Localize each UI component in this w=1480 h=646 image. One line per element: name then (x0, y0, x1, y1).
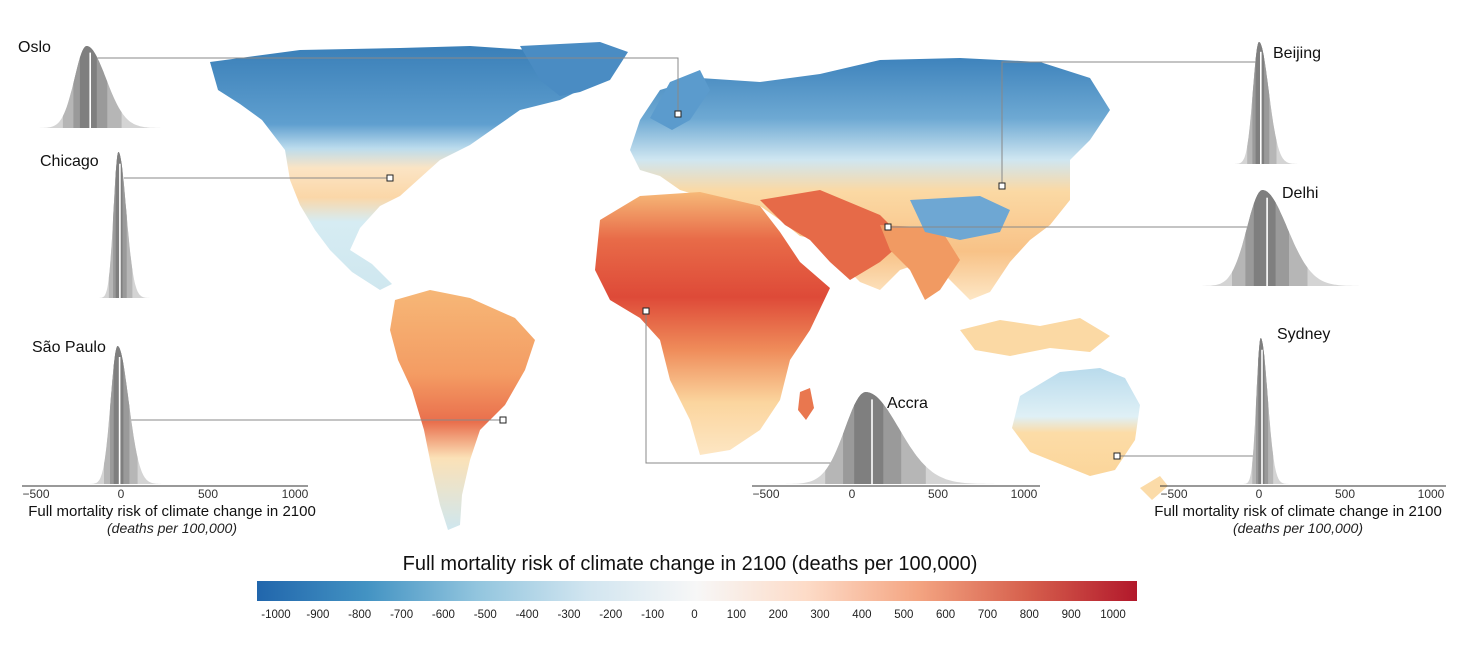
southeast-asia (960, 318, 1110, 356)
color-legend: Full mortality risk of climate change in… (257, 553, 1137, 621)
label-sydney: Sydney (1277, 326, 1330, 343)
axis-right-tick: 500 (1335, 487, 1355, 501)
legend-tick: 0 (691, 609, 697, 621)
world-map (210, 42, 1168, 530)
distribution-band (1253, 190, 1276, 286)
distribution-sao-paulo (83, 346, 173, 484)
legend-tick: -800 (348, 609, 371, 621)
legend-tick: -700 (390, 609, 413, 621)
south-america (390, 290, 535, 530)
axis-right-tick: 0 (1256, 487, 1263, 501)
axis-middle-tick: 500 (928, 487, 948, 501)
australia (1012, 368, 1140, 476)
axis-right-unit: (deaths per 100,000) (1233, 520, 1363, 536)
africa (595, 192, 830, 455)
distribution-beijing (1228, 42, 1307, 164)
axis-left-tick: 0 (118, 487, 125, 501)
legend-tick: 900 (1062, 609, 1081, 621)
axis-left-tick: −500 (22, 487, 49, 501)
axis-right-title: Full mortality risk of climate change in… (1154, 503, 1442, 520)
marker-beijing (998, 182, 1006, 190)
legend-tick: 200 (769, 609, 788, 621)
leaders (96, 57, 1256, 464)
north-america (210, 46, 620, 290)
distribution-band (113, 346, 124, 484)
legend-tick: 1000 (1100, 609, 1126, 621)
leader-beijing (1001, 61, 1256, 186)
scandinavia (650, 70, 710, 130)
legend-tick: -1000 (261, 609, 290, 621)
axis-middle-tick: −500 (752, 487, 779, 501)
distribution-band (79, 46, 97, 128)
label-delhi: Delhi (1282, 185, 1318, 202)
legend-title: Full mortality risk of climate change in… (403, 553, 978, 575)
leader-accra (645, 311, 852, 464)
distribution-oslo (26, 46, 183, 128)
legend-ticks: -1000 -900 -800 -700 -600 -500 -400 -300 -200 -10… (261, 609, 1126, 621)
distribution-sydney (1239, 338, 1296, 484)
legend-tick: -100 (641, 609, 664, 621)
india (880, 225, 960, 300)
marker-sao-paulo (499, 416, 507, 424)
label-beijing: Beijing (1273, 45, 1321, 62)
eurasia (630, 58, 1110, 300)
marker-oslo (674, 110, 682, 118)
leader-oslo (96, 57, 679, 114)
axis-middle: −500 0 500 1000 (752, 485, 1040, 501)
axis-right-tick: 1000 (1418, 487, 1445, 501)
middle-east (760, 190, 905, 280)
marker-sydney (1113, 452, 1121, 460)
marker-chicago (386, 174, 394, 182)
distribution-band (854, 392, 884, 484)
madagascar (798, 388, 814, 420)
distribution-delhi (1186, 190, 1387, 286)
legend-tick: -500 (474, 609, 497, 621)
marker-accra (642, 307, 650, 315)
distribution-chicago (94, 152, 157, 298)
axis-middle-tick: 0 (849, 487, 856, 501)
distribution-band (1255, 42, 1265, 164)
legend-tick: 100 (727, 609, 746, 621)
legend-tick: -600 (432, 609, 455, 621)
axis-right-tick: −500 (1160, 487, 1187, 501)
legend-tick: -400 (516, 609, 539, 621)
legend-tick: -200 (599, 609, 622, 621)
label-oslo: Oslo (18, 39, 51, 56)
label-accra: Accra (887, 395, 928, 412)
label-chicago: Chicago (40, 153, 99, 170)
marker-delhi (884, 223, 892, 231)
legend-tick: 600 (936, 609, 955, 621)
china (910, 196, 1010, 240)
legend-tick: 700 (978, 609, 997, 621)
legend-colorbar (257, 581, 1137, 601)
axis-left-unit: (deaths per 100,000) (107, 520, 237, 536)
label-sao-paulo: São Paulo (32, 339, 106, 356)
axis-right: −500 0 500 1000 Full mortality risk of c… (1154, 485, 1446, 536)
legend-tick: 800 (1020, 609, 1039, 621)
new-zealand (1140, 476, 1168, 500)
legend-tick: 300 (810, 609, 829, 621)
axis-left: −500 0 500 1000 Full mortality risk of c… (22, 485, 316, 536)
legend-tick: -900 (306, 609, 329, 621)
legend-tick: 400 (852, 609, 871, 621)
greenland (520, 42, 628, 96)
legend-tick: -300 (557, 609, 580, 621)
axis-middle-tick: 1000 (1011, 487, 1038, 501)
axis-left-tick: 500 (198, 487, 218, 501)
legend-tick: 500 (894, 609, 913, 621)
distribution-accra (764, 392, 1029, 484)
axis-left-title: Full mortality risk of climate change in… (28, 503, 316, 520)
axis-left-tick: 1000 (282, 487, 309, 501)
